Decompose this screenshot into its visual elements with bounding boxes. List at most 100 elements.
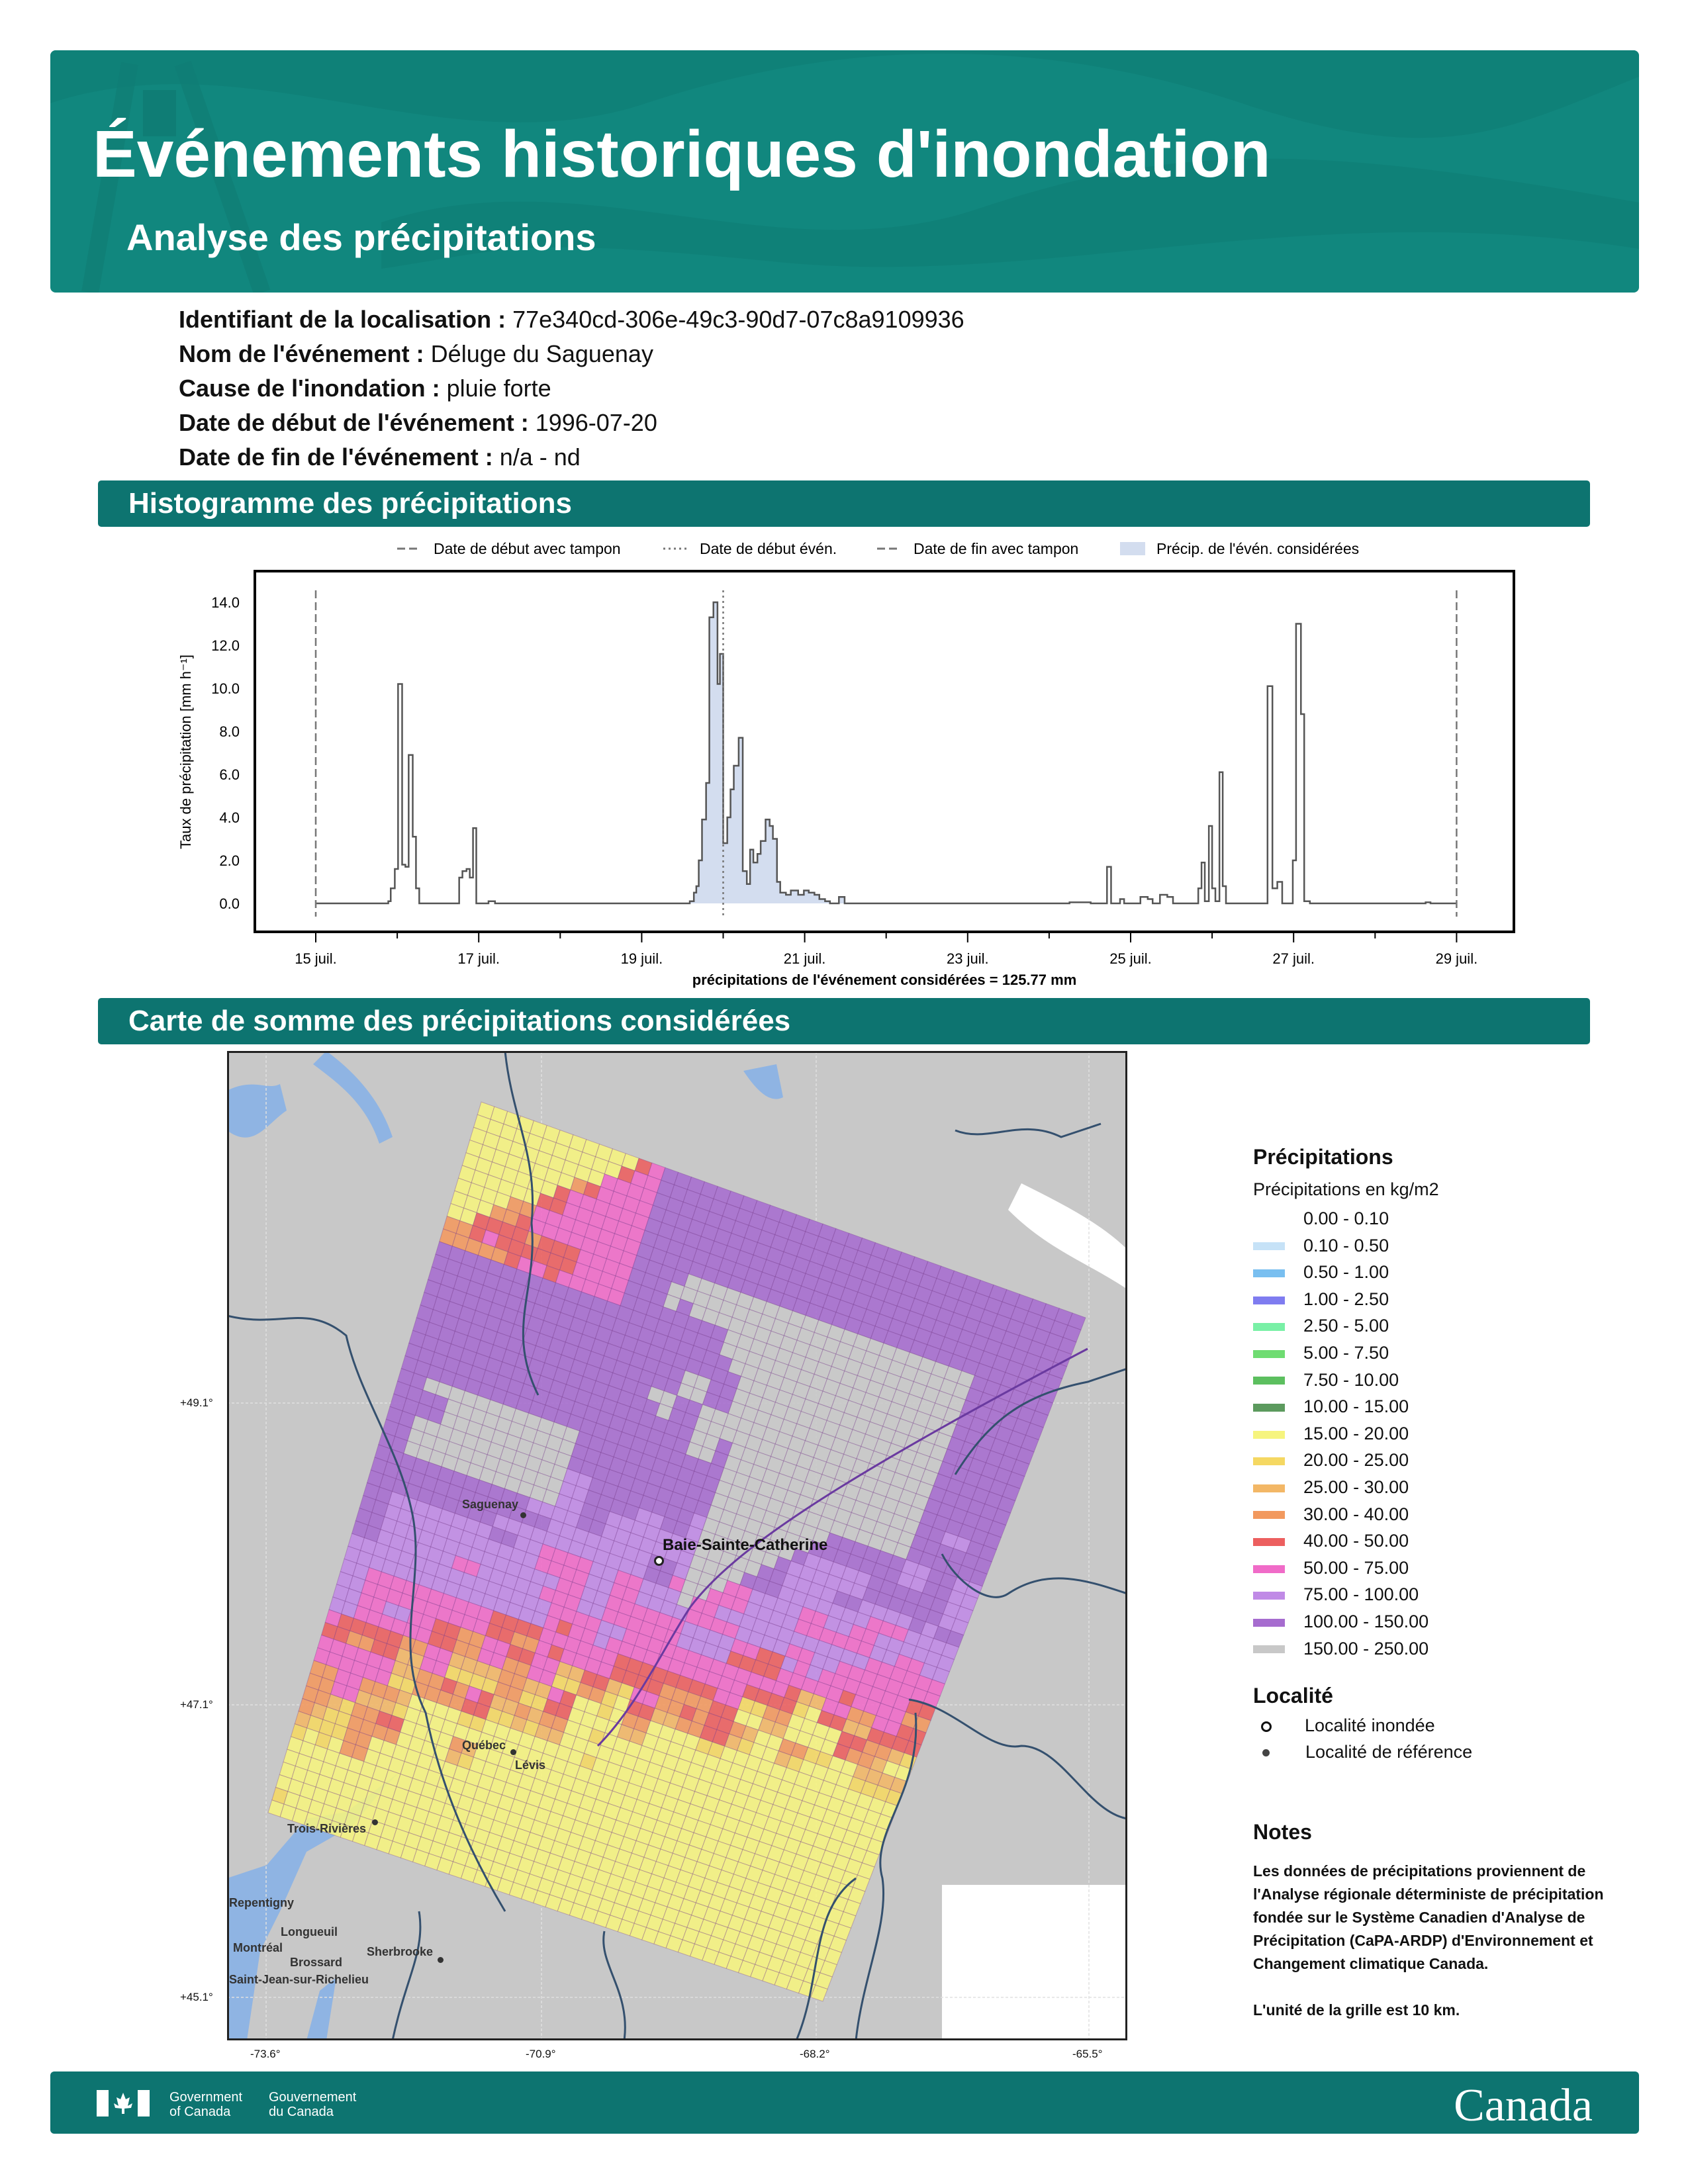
legend-swatch (1253, 1404, 1285, 1412)
gov-fr: Gouvernement du Canada (269, 2090, 357, 2119)
reference-locality-dot (520, 1512, 526, 1518)
legend-class: 0.50 - 1.00 (1253, 1262, 1389, 1283)
legend-entry: Date de début avec tampon (434, 540, 621, 557)
city-label-montreal: Montréal (233, 1941, 283, 1954)
legend-class: 0.10 - 0.50 (1253, 1236, 1389, 1256)
legend-label: 100.00 - 150.00 (1303, 1612, 1429, 1631)
lake (229, 1084, 287, 1138)
info-event-name: Nom de l'événement : Déluge du Saguenay (179, 340, 653, 367)
legend-title: Précipitations (1253, 1145, 1393, 1169)
legend-swatch (1253, 1457, 1285, 1466)
legend-swatch (1253, 1242, 1285, 1251)
legend-label: 0.50 - 1.00 (1303, 1262, 1389, 1283)
reference-locality-dot (510, 1749, 516, 1755)
info-location-id: Identifiant de la localisation : 77e340c… (179, 306, 964, 333)
section-map-header: Carte de somme des précipitations consid… (98, 998, 1590, 1044)
legend-class: 20.00 - 25.00 (1253, 1450, 1409, 1471)
legend-label: 40.00 - 50.00 (1303, 1531, 1409, 1551)
legend-class: 1.00 - 2.50 (1253, 1289, 1389, 1310)
y-tick-label: 14.0 (211, 594, 240, 611)
city-label-levis: Lévis (515, 1758, 546, 1772)
city-label-brossard: Brossard (290, 1956, 343, 1969)
footer: Government of Canada Gouvernement du Can… (50, 2071, 1639, 2134)
legend-label: 5.00 - 7.50 (1303, 1343, 1389, 1363)
legend-label: 1.00 - 2.50 (1303, 1289, 1389, 1309)
precipitation-histogram: 0.0 2.0 4.0 6.0 8.0 10.0 12.0 14.0 15 juil. 17 ju… (177, 540, 1515, 988)
filled-dot-icon (1262, 1749, 1270, 1757)
legend-label: 50.00 - 75.00 (1303, 1557, 1409, 1578)
y-tick-label: 2.0 (219, 852, 240, 869)
legend-label: 10.00 - 15.00 (1303, 1396, 1409, 1417)
legend-class: 5.00 - 7.50 (1253, 1343, 1389, 1363)
legend-swatch (1253, 1430, 1285, 1439)
x-tick-label: 15 juil. (295, 950, 337, 967)
canada-flag-icon (97, 2090, 150, 2116)
legend-swatch (1253, 1592, 1285, 1600)
city-label-saint-jean: Saint-Jean-sur-Richelieu (229, 1973, 369, 1986)
page-subtitle: Analyse des précipitations (126, 216, 596, 258)
legend-label: 0.00 - 0.10 (1303, 1208, 1389, 1228)
city-label-trois-rivieres: Trois-Rivières (287, 1822, 367, 1835)
legend-flooded-locality: Localité inondée (1253, 1715, 1435, 1736)
y-axis-label: Taux de précipitation [mm h⁻¹] (177, 655, 194, 849)
flooded-locality-marker (654, 1556, 664, 1566)
legend-swatch (1253, 1377, 1285, 1385)
lon-label: -70.9° (526, 2048, 556, 2060)
info-flood-cause: Cause de l'inondation : pluie forte (179, 375, 551, 402)
legend-subtitle: Précipitations en kg/m2 (1253, 1179, 1439, 1199)
legend-label: 75.00 - 100.00 (1303, 1584, 1419, 1605)
legend-label: 25.00 - 30.00 (1303, 1477, 1409, 1497)
y-tick-label: 4.0 (219, 809, 240, 826)
page-title: Événements historiques d'inondation (93, 117, 1271, 191)
event-precip-fill (690, 602, 845, 903)
city-label-quebec: Québec (462, 1739, 506, 1752)
legend-label: 20.00 - 25.00 (1303, 1450, 1409, 1471)
lat-label: +47.1° (180, 1698, 213, 1711)
legend-entry: Date de fin avec tampon (914, 540, 1078, 557)
x-tick-label: 29 juil. (1436, 950, 1478, 967)
legend-label: 7.50 - 10.00 (1303, 1369, 1399, 1390)
precip-step-line (316, 601, 1457, 905)
y-tick-label: 8.0 (219, 723, 240, 740)
legend-class: 2.50 - 5.00 (1253, 1316, 1389, 1336)
legend-label: 0.10 - 0.50 (1303, 1235, 1389, 1255)
y-tick-label: 12.0 (211, 637, 240, 654)
header-banner: Événements historiques d'inondation Anal… (50, 50, 1639, 293)
legend-entry: Précip. de l'évén. considérées (1156, 540, 1359, 557)
legend-label: 15.00 - 20.00 (1303, 1423, 1409, 1443)
lon-label: -73.6° (250, 2048, 281, 2060)
x-tick-label: 27 juil. (1272, 950, 1315, 967)
ocean-area (942, 1885, 1125, 2038)
legend-reference-locality: Localité de référence (1253, 1742, 1472, 1762)
rivers (229, 1053, 1125, 2038)
x-tick-label: 21 juil. (784, 950, 826, 967)
legend-class: 150.00 - 250.00 (1253, 1639, 1429, 1659)
info-start-date: Date de début de l'événement : 1996-07-2… (179, 409, 657, 436)
city-label-sherbrooke: Sherbrooke (367, 1945, 434, 1958)
legend-class: 10.00 - 15.00 (1253, 1396, 1409, 1417)
legend-class: 25.00 - 30.00 (1253, 1477, 1409, 1498)
legend-swatch (1253, 1511, 1285, 1520)
city-label-longueuil: Longueuil (281, 1925, 338, 1938)
city-label-repentigny: Repentigny (229, 1896, 295, 1909)
legend-class: 7.50 - 10.00 (1253, 1370, 1399, 1390)
lat-label: +45.1° (180, 1991, 213, 2003)
y-tick-label: 10.0 (211, 680, 240, 697)
gov-en: Government of Canada (169, 2090, 243, 2119)
city-label-saguenay: Saguenay (462, 1498, 519, 1511)
y-tick-label: 0.0 (219, 895, 240, 912)
legend-label: 30.00 - 40.00 (1303, 1504, 1409, 1524)
legend-swatch (1253, 1538, 1285, 1547)
legend-entry: Date de début évén. (700, 540, 837, 557)
legend-swatch (1253, 1296, 1285, 1304)
banner-wave-decoration (50, 50, 1639, 293)
lat-label: +49.1° (180, 1396, 213, 1409)
legend-class: 15.00 - 20.00 (1253, 1424, 1409, 1444)
legend-swatch (1253, 1349, 1285, 1358)
legend-swatch (1253, 1484, 1285, 1492)
legend-class: 100.00 - 150.00 (1253, 1612, 1429, 1632)
lon-label: -68.2° (800, 2048, 830, 2060)
x-axis-label: précipitations de l'événement considérée… (692, 972, 1077, 988)
legend-swatch (1253, 1618, 1285, 1627)
legend-swatch (1253, 1323, 1285, 1332)
